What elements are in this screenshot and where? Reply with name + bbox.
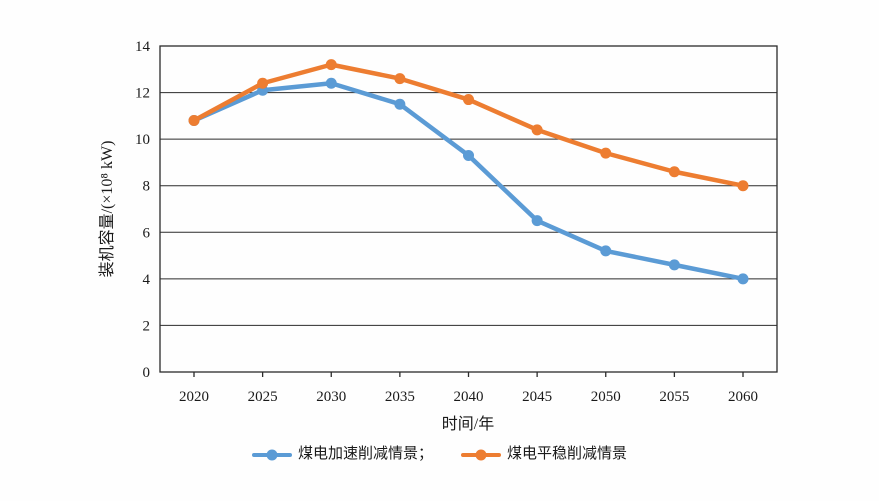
svg-text:2030: 2030 [316, 389, 346, 405]
svg-text:0: 0 [143, 365, 151, 381]
svg-text:12: 12 [135, 86, 150, 102]
svg-text:2025: 2025 [248, 389, 278, 405]
svg-text:2060: 2060 [728, 389, 758, 405]
svg-text:6: 6 [143, 225, 151, 241]
legend-line-dot-marker-orange [461, 449, 501, 460]
x-axis-title: 时间/年 [442, 415, 494, 433]
svg-text:2045: 2045 [522, 389, 552, 405]
gridlines [160, 92, 777, 326]
svg-text:2020: 2020 [179, 389, 209, 405]
svg-text:4: 4 [143, 272, 151, 288]
legend-line-dot-marker-blue [251, 449, 292, 460]
legend-item-accelerated-scenario: 煤电加速削减情景； [251, 446, 433, 462]
svg-text:14: 14 [135, 39, 151, 55]
legend-dot-blue [266, 449, 278, 460]
data-series [188, 59, 749, 285]
legend-dot-orange [475, 449, 487, 460]
tick-labels: 0 2 4 6 8 10 12 14 2020 2025 2030 2035 2040 2045 2050 2… [135, 39, 758, 405]
svg-text:2055: 2055 [659, 389, 689, 405]
svg-text:8: 8 [143, 179, 151, 195]
svg-text:2: 2 [143, 318, 151, 334]
axes [159, 45, 778, 377]
y-axis-title: 装机容量/(×10⁸ kW) [98, 141, 116, 278]
chart-legend: 煤电加速削减情景； 煤电平稳削减情景 [0, 447, 879, 462]
svg-text:10: 10 [135, 132, 150, 148]
svg-text:2050: 2050 [591, 389, 621, 405]
legend-label-steady-scenario: 煤电平稳削减情景 [507, 446, 628, 462]
legend-item-steady-scenario: 煤电平稳削减情景 [461, 447, 627, 462]
svg-text:2040: 2040 [454, 389, 484, 405]
legend-label-accelerated-scenario: 煤电加速削减情景； [297, 446, 433, 462]
svg-text:2035: 2035 [385, 389, 415, 405]
